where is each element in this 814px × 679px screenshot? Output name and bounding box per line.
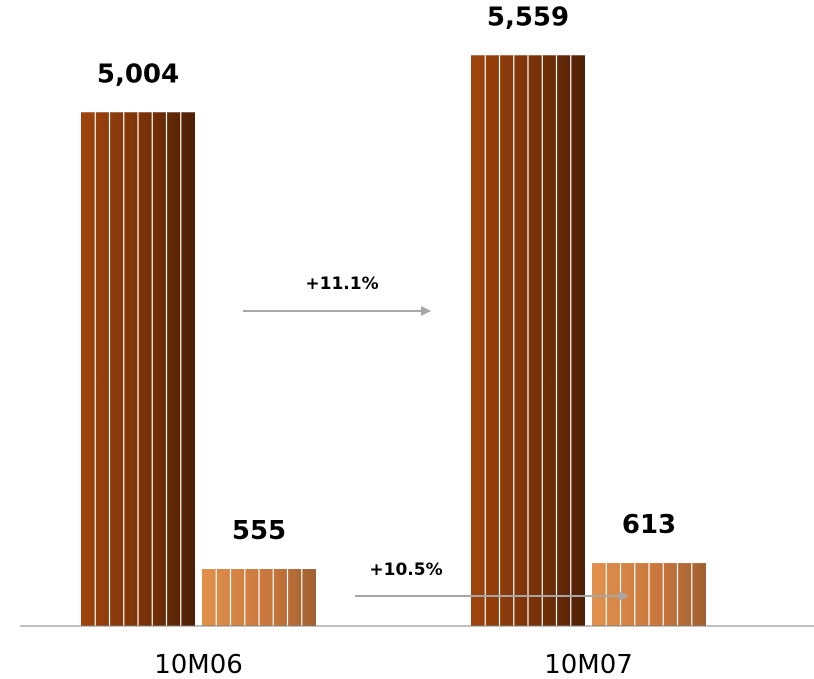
change-label: +11.1%	[305, 274, 378, 294]
value-label: 555	[232, 516, 286, 546]
value-label: 5,004	[97, 59, 179, 89]
category-label: 10M07	[544, 650, 633, 679]
value-label: 5,559	[487, 2, 569, 32]
value-label: 613	[622, 510, 676, 540]
change-label: +10.5%	[369, 560, 442, 580]
category-label: 10M06	[154, 650, 243, 679]
